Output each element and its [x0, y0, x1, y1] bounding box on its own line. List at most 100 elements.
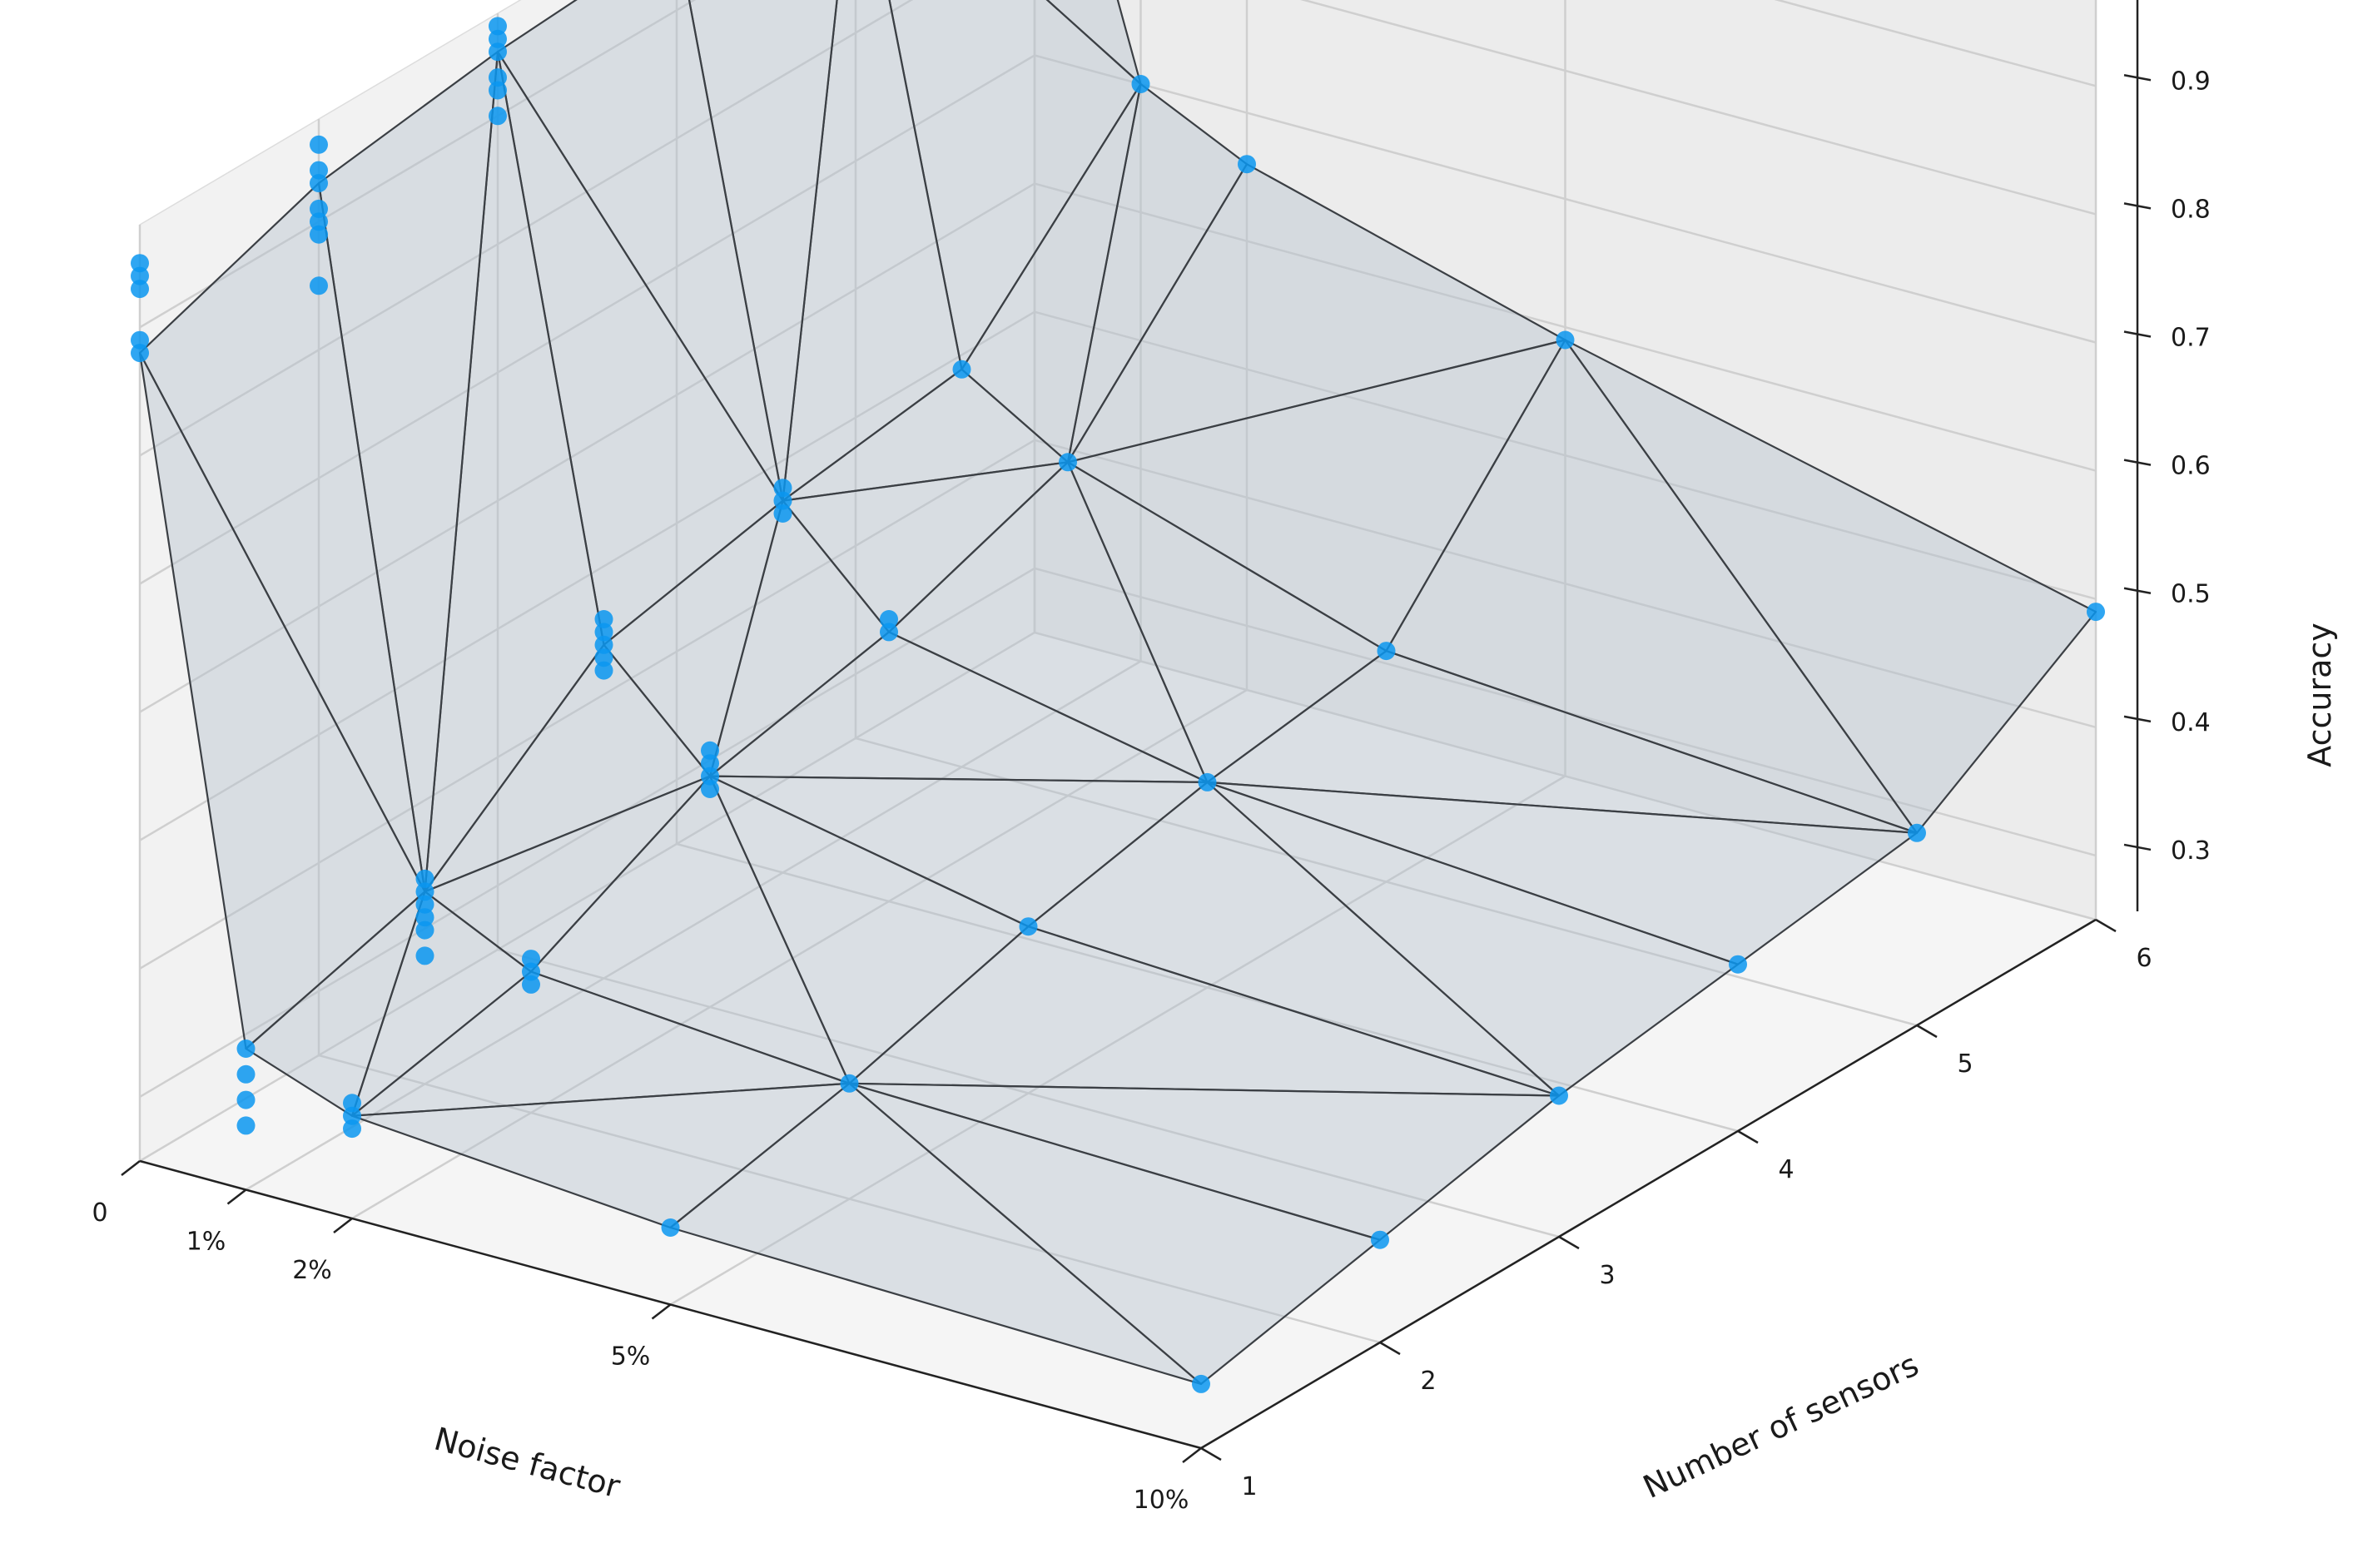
x-tick-mark	[226, 1188, 247, 1205]
y-tick-mark	[2095, 918, 2117, 933]
data-point	[773, 479, 792, 498]
z-axis-label: Accuracy	[2301, 623, 2338, 767]
z-tick-mark	[2123, 74, 2152, 82]
z-tick-mark	[2123, 459, 2152, 466]
data-point	[489, 17, 507, 36]
data-point	[236, 1116, 256, 1135]
z-tick-mark	[2123, 202, 2152, 210]
data-point	[1131, 75, 1150, 93]
data-point	[310, 199, 328, 218]
scatter-points	[131, 17, 2105, 1393]
data-point	[415, 895, 434, 914]
z-tick-label: 0.4	[2171, 708, 2211, 737]
y-tick-mark	[1916, 1024, 1938, 1039]
y-tick-mark	[1200, 1446, 1222, 1461]
x-tick-label: 0	[92, 1198, 107, 1228]
data-point	[236, 1064, 256, 1084]
data-point	[489, 29, 507, 48]
surface-facet	[848, 1082, 1382, 1386]
data-point	[701, 780, 719, 798]
data-point	[415, 908, 434, 927]
x-tick-label: 5%	[611, 1342, 651, 1372]
data-point	[1908, 823, 1926, 842]
x-tick-mark	[651, 1303, 672, 1320]
z-tick-label: 0.3	[2171, 836, 2211, 866]
axes	[121, 0, 2152, 1463]
data-point	[415, 920, 434, 940]
grid-line-y	[317, 119, 1381, 1344]
data-point	[236, 1040, 256, 1058]
data-point	[415, 946, 434, 965]
grid-line-z	[139, 567, 2097, 1098]
data-point	[415, 882, 434, 901]
grid-line-y	[496, 13, 1560, 1238]
data-point	[522, 950, 540, 969]
surface-facet	[1564, 339, 2097, 834]
data-point	[310, 174, 328, 193]
data-point	[236, 1090, 256, 1109]
z-tick-label: 0.6	[2171, 452, 2211, 481]
data-point	[131, 280, 149, 299]
data-point	[131, 344, 149, 363]
grid-line-y	[854, 0, 1918, 1027]
data-point	[1550, 1086, 1568, 1105]
x-axis-label: Noise factor	[430, 1421, 624, 1506]
x-tick-label: 2%	[292, 1256, 332, 1285]
x-tick-label: 10%	[1134, 1486, 1189, 1515]
data-point	[343, 1106, 361, 1125]
y-tick-mark	[1558, 1235, 1580, 1250]
x-tick-mark	[121, 1160, 141, 1176]
data-point	[310, 135, 328, 154]
x-tick-mark	[1182, 1447, 1202, 1463]
data-point	[594, 623, 613, 642]
data-point	[131, 266, 149, 285]
data-point	[489, 68, 507, 87]
y-axis-label: Number of sensors	[1637, 1346, 1924, 1506]
data-point	[1059, 453, 1077, 472]
data-point	[594, 635, 613, 654]
y-tick-mark	[1737, 1129, 1759, 1144]
data-point	[415, 869, 434, 888]
data-point	[1238, 155, 1256, 174]
data-point	[1019, 917, 1038, 936]
grid-lines	[138, 0, 2097, 1450]
grid-line-y	[1033, 0, 2097, 921]
y-tick-label: 1	[1241, 1472, 1257, 1501]
z-tick-mark	[2123, 843, 2152, 851]
data-point	[489, 81, 507, 100]
data-point	[1371, 1230, 1389, 1249]
surface-facet	[245, 891, 426, 1117]
data-point	[310, 161, 328, 180]
grid-line-z	[139, 182, 2097, 713]
data-point	[594, 648, 613, 667]
data-point	[1192, 1374, 1210, 1393]
data-point	[840, 1074, 859, 1093]
z-tick-label: 0.9	[2171, 67, 2211, 96]
z-tick-label: 0.5	[2171, 580, 2211, 609]
data-point	[1377, 642, 1396, 661]
grid-line-z	[139, 0, 2097, 457]
data-point	[952, 360, 971, 379]
surface-facet	[1206, 781, 1740, 1097]
y-tick-label: 3	[1599, 1261, 1615, 1290]
grid-line-z	[139, 0, 2097, 329]
grid-line-z	[139, 439, 2097, 970]
grid-line-z	[139, 310, 2097, 841]
data-point	[2087, 603, 2105, 622]
data-point	[594, 610, 613, 628]
y-tick-label: 2	[1420, 1367, 1436, 1396]
data-point	[1198, 772, 1217, 791]
tick-labels: 0 1% 2% 5% 10% 1 2 3 4 5 6 0.3 0.4 0.5 0.6 0.7 0.8 0.9	[92, 67, 2210, 1515]
z-tick-mark	[2123, 330, 2152, 338]
data-point	[522, 962, 540, 981]
x-tick-mark	[333, 1218, 353, 1233]
data-point	[131, 254, 149, 273]
z-tick-label: 0.7	[2171, 324, 2211, 353]
z-tick-mark	[2123, 715, 2152, 723]
data-point	[310, 276, 328, 295]
y-tick-label: 4	[1778, 1155, 1794, 1184]
y-tick-label: 5	[1957, 1049, 1973, 1079]
z-tick-label: 0.8	[2171, 195, 2211, 224]
data-point	[489, 107, 507, 126]
y-tick-label: 6	[2136, 944, 2152, 973]
